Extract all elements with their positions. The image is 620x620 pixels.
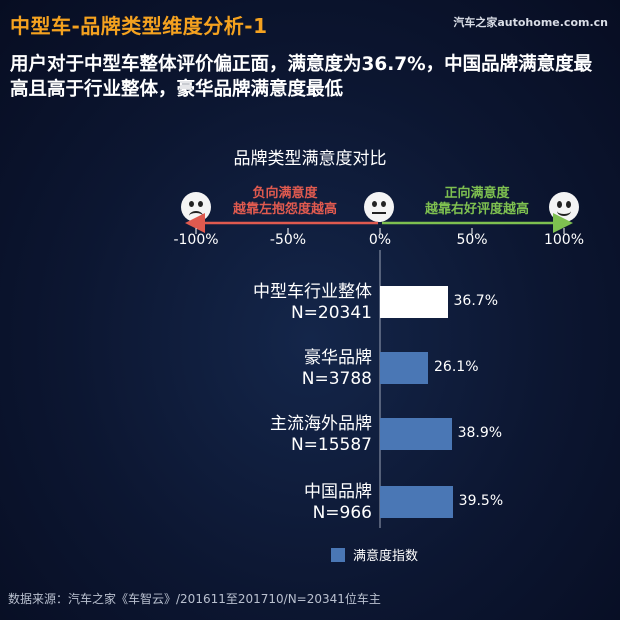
category-label: 豪华品牌 N=3788 (152, 348, 372, 390)
chart-legend: 满意度指数 (331, 545, 418, 564)
bar (380, 486, 453, 518)
x-tick-label: 50% (456, 232, 488, 248)
bar-value-label: 26.1% (434, 359, 479, 375)
x-tick-label: -50% (269, 232, 307, 248)
bar-value-label: 39.5% (458, 493, 504, 509)
positive-scale-label-line2: 越靠右好评度越高 (424, 202, 529, 217)
bar (380, 286, 448, 318)
headline-summary: 用户对于中型车整体评价偏正面，满意度为36.7%，中国品牌满意度最高且高于行业整… (10, 54, 593, 100)
category-name: 中国品牌 (304, 482, 372, 502)
x-tick-label: 0% (368, 232, 392, 248)
category-sample-size: N=3788 (301, 369, 372, 389)
positive-scale-label: 正向满意度 越靠右好评度越高 (392, 186, 562, 218)
category-label: 中型车行业整体 N=20341 (152, 282, 372, 324)
legend-swatch (331, 547, 345, 562)
bar (380, 352, 429, 384)
bar-value-label: 36.7% (453, 293, 498, 309)
bar-value-label: 38.9% (457, 425, 503, 441)
category-sample-size: N=15587 (290, 435, 372, 455)
page-title: 中型车-品牌类型维度分析-1 (10, 14, 268, 38)
category-sample-size: N=966 (312, 503, 372, 523)
negative-scale-label-line2: 越靠左抱怨度越高 (232, 202, 337, 217)
x-tick-label: 100% (543, 232, 585, 248)
neutral-face-icon (364, 192, 394, 222)
positive-scale-label-line1: 正向满意度 (444, 186, 510, 201)
legend-label: 满意度指数 (353, 549, 419, 564)
category-name: 主流海外品牌 (270, 414, 372, 434)
negative-scale-label: 负向满意度 越靠左抱怨度越高 (200, 186, 370, 218)
watermark-logo: 汽车之家autohome.com.cn (453, 16, 608, 29)
chart-title: 品牌类型满意度对比 (233, 149, 387, 169)
category-label: 中国品牌 N=966 (152, 482, 372, 524)
bar (380, 418, 452, 450)
data-source-footnote: 数据来源：汽车之家《车智云》/201611至201710/N=20341位车主 (8, 592, 381, 606)
category-name: 中型车行业整体 (253, 282, 372, 302)
negative-scale-label-line1: 负向满意度 (252, 186, 318, 201)
x-tick-label: -100% (173, 232, 219, 248)
category-name: 豪华品牌 (304, 348, 372, 368)
category-label: 主流海外品牌 N=15587 (152, 414, 372, 456)
category-sample-size: N=20341 (290, 303, 372, 323)
